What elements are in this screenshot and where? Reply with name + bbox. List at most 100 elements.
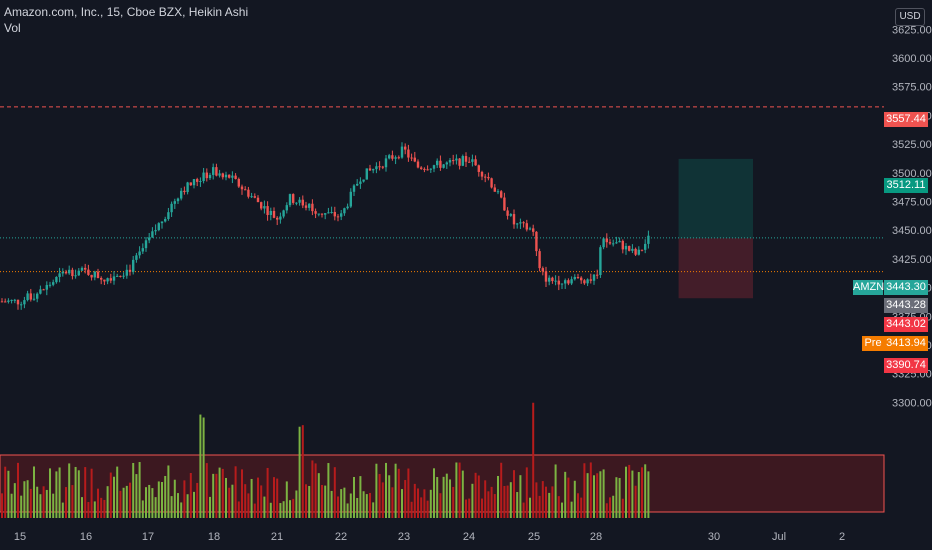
candle-body: [410, 157, 413, 159]
volume-bar: [468, 498, 471, 518]
candle-body: [224, 174, 228, 178]
volume-bar: [186, 494, 189, 518]
volume-bar: [273, 477, 275, 518]
candle-body: [13, 299, 16, 301]
candle-body: [39, 289, 42, 294]
candle-body: [509, 214, 512, 216]
volume-bar: [52, 493, 55, 518]
position-tool: [678, 158, 753, 299]
candle-body: [618, 240, 621, 243]
candle-body: [157, 223, 160, 231]
price-tick-label: 3425.00: [892, 254, 932, 266]
candle-body: [375, 166, 378, 170]
volume-bar: [26, 480, 29, 518]
entry-price-label[interactable]: 3443.02: [884, 317, 928, 332]
candle-body: [304, 205, 308, 208]
candle-body: [564, 280, 567, 284]
candle-body: [237, 178, 240, 187]
volume-bar: [567, 477, 570, 518]
candle-body: [557, 280, 560, 285]
candle-body: [138, 251, 141, 256]
volume-bar: [151, 488, 154, 518]
candle-body: [276, 217, 279, 220]
stop-price-label[interactable]: 3390.74: [884, 358, 928, 373]
candle-body: [93, 271, 96, 278]
volume-indicator-label[interactable]: Vol: [4, 21, 21, 35]
candle-body: [404, 146, 407, 150]
volume-bar: [407, 468, 410, 518]
target-price-label[interactable]: 3512.11: [884, 178, 928, 193]
volume-band: [0, 454, 885, 513]
candle-body: [164, 219, 167, 222]
volume-bar: [625, 466, 627, 518]
candle-body: [592, 274, 596, 281]
candle-body: [269, 210, 272, 216]
candle-body: [426, 169, 429, 171]
volume-bar: [433, 468, 435, 518]
price-tick-label: 3575.00: [892, 82, 932, 94]
volume-bar: [183, 480, 186, 518]
volume-bar: [503, 485, 506, 518]
candle-body: [605, 238, 608, 243]
volume-bar: [602, 469, 605, 518]
symbol-tag: AMZN: [853, 280, 885, 295]
alert-price-label[interactable]: 3557.44: [884, 112, 928, 127]
volume-bar: [295, 490, 298, 518]
candle-body: [58, 273, 61, 277]
time-tick-label: 16: [80, 531, 92, 543]
candle-body: [74, 275, 77, 277]
volume-bar: [49, 468, 51, 518]
candle-body: [570, 279, 573, 284]
last-price-label[interactable]: 3443.30: [884, 280, 928, 295]
candle-body: [199, 181, 202, 183]
candle-body: [336, 216, 340, 218]
candle-body: [71, 269, 74, 277]
candle-body: [573, 276, 576, 280]
volume-bar: [177, 493, 179, 518]
volume-bar: [420, 497, 423, 518]
volume-bar: [212, 473, 215, 518]
volume-bar: [362, 491, 365, 518]
price-tick-label: 3625.00: [892, 24, 932, 36]
candle-body: [452, 160, 455, 162]
candle-body: [352, 185, 356, 192]
volume-bar: [609, 497, 611, 518]
volume-bar: [397, 468, 400, 518]
volume-bar: [282, 501, 285, 518]
candle-body: [119, 275, 122, 277]
volume-bar: [93, 501, 96, 518]
candle-body: [416, 161, 420, 168]
current-price-label[interactable]: 3443.28: [884, 298, 928, 313]
candle-body: [317, 213, 320, 215]
symbol-title[interactable]: Amazon.com, Inc., 15, Cboe BZX, Heikin A…: [4, 5, 249, 19]
volume-bar: [231, 484, 234, 518]
candle-body: [500, 191, 503, 198]
candle-body: [324, 213, 327, 215]
candle-body: [583, 280, 586, 284]
candle-body: [253, 196, 256, 198]
candle-body: [125, 269, 128, 276]
currency-button[interactable]: USD: [895, 8, 925, 26]
candle-body: [231, 175, 234, 178]
candle-body: [538, 251, 541, 269]
candle-body: [106, 278, 109, 282]
candle-body: [26, 293, 29, 301]
volume-bar: [65, 487, 67, 518]
volume-bar: [61, 502, 64, 518]
pre-market-price-label[interactable]: 3413.94: [884, 336, 928, 351]
candle-body: [330, 211, 333, 213]
candle-body: [487, 176, 490, 179]
target-zone: [678, 158, 753, 239]
candle-body: [455, 158, 458, 161]
candle-body: [608, 242, 612, 244]
candle-body: [215, 167, 218, 176]
candle-body: [183, 190, 186, 193]
candle-body: [218, 173, 221, 176]
volume-bar: [349, 493, 352, 518]
candle-body: [634, 248, 637, 255]
candle-body: [484, 176, 487, 178]
time-tick-label: 17: [142, 531, 154, 543]
candle-body: [397, 157, 400, 159]
time-tick-label: 22: [335, 531, 347, 543]
